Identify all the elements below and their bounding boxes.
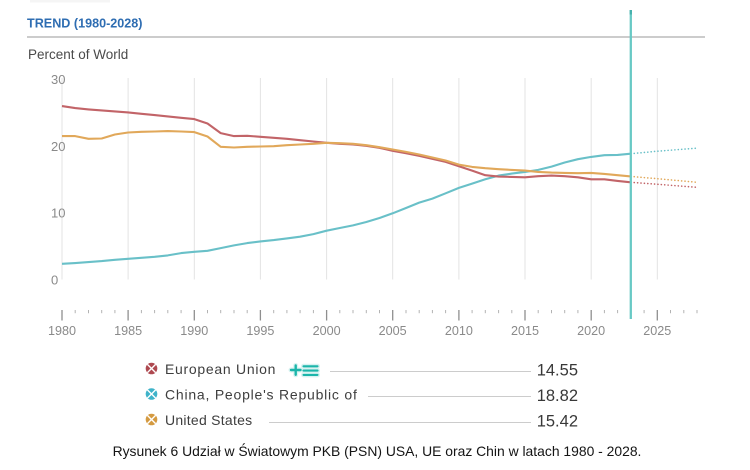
svg-text:2005: 2005 [379, 324, 407, 338]
svg-text:2015: 2015 [511, 324, 539, 338]
svg-text:2000: 2000 [313, 324, 341, 338]
svg-text:20: 20 [51, 139, 65, 154]
svg-text:15.42: 15.42 [537, 413, 578, 431]
svg-text:1990: 1990 [180, 324, 208, 338]
svg-text:18.82: 18.82 [537, 387, 578, 405]
svg-text:2025: 2025 [643, 324, 671, 338]
svg-text:1980: 1980 [48, 324, 76, 338]
svg-text:10: 10 [51, 206, 65, 221]
svg-text:14.55: 14.55 [537, 362, 578, 380]
svg-text:Percent of World: Percent of World [28, 47, 128, 62]
svg-text:China, People's Republic of: China, People's Republic of [165, 387, 358, 403]
svg-text:0: 0 [51, 273, 58, 288]
svg-text:2010: 2010 [445, 324, 473, 338]
svg-text:30: 30 [51, 72, 65, 87]
svg-text:2020: 2020 [577, 324, 605, 338]
svg-text:1985: 1985 [114, 324, 142, 338]
svg-text:Rysunek 6 Udział w Światowym P: Rysunek 6 Udział w Światowym PKB (PSN) U… [113, 442, 642, 459]
svg-text:1995: 1995 [246, 324, 274, 338]
svg-text:TREND (1980-2028): TREND (1980-2028) [27, 17, 143, 31]
svg-text:United States: United States [165, 412, 252, 428]
svg-text:European Union: European Union [165, 361, 276, 377]
